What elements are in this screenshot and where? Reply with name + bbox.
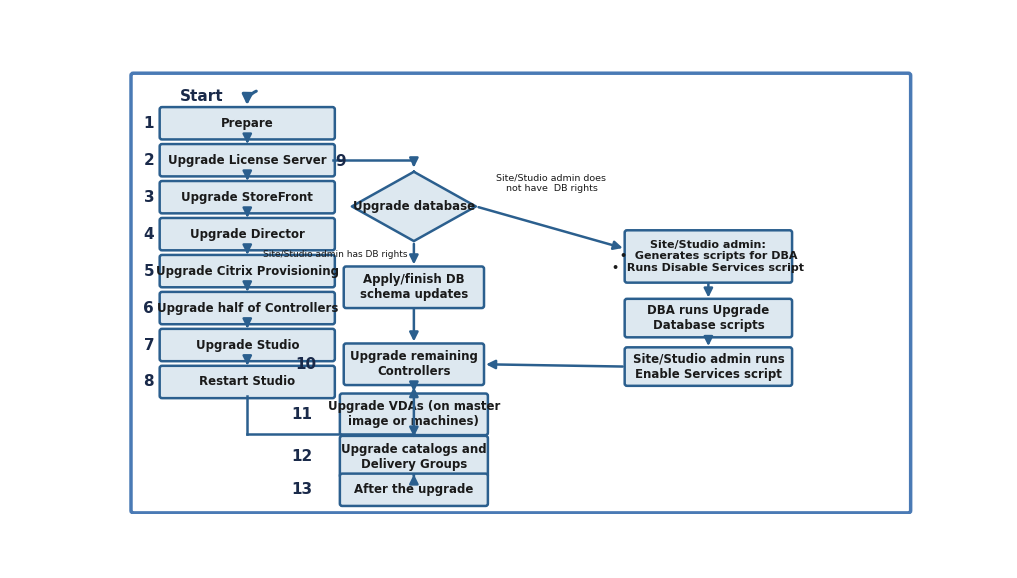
FancyBboxPatch shape [160,144,335,176]
FancyBboxPatch shape [624,230,792,283]
FancyBboxPatch shape [160,366,335,398]
Text: Upgrade half of Controllers: Upgrade half of Controllers [157,302,338,314]
Text: Apply/finish DB
schema updates: Apply/finish DB schema updates [360,273,468,301]
FancyBboxPatch shape [344,266,484,308]
Text: Upgrade catalogs and
Delivery Groups: Upgrade catalogs and Delivery Groups [341,443,487,470]
Text: Restart Studio: Restart Studio [199,376,295,388]
FancyBboxPatch shape [160,107,335,139]
Text: Site/Studio admin:
•  Generates scripts for DBA
•  Runs Disable Services script: Site/Studio admin: • Generates scripts f… [612,240,804,273]
Text: 11: 11 [292,407,313,422]
FancyBboxPatch shape [160,218,335,250]
FancyBboxPatch shape [624,299,792,338]
Text: Upgrade remaining
Controllers: Upgrade remaining Controllers [350,350,478,378]
Text: 12: 12 [292,449,313,464]
Text: 2: 2 [143,153,155,168]
Text: 4: 4 [143,227,155,242]
FancyBboxPatch shape [344,343,484,385]
FancyBboxPatch shape [131,73,910,513]
FancyBboxPatch shape [160,255,335,287]
Text: Start: Start [180,88,224,103]
Text: Site/Studio admin runs
Enable Services script: Site/Studio admin runs Enable Services s… [633,353,784,380]
Text: Upgrade database: Upgrade database [353,200,475,213]
Text: Upgrade Studio: Upgrade Studio [195,339,299,351]
Polygon shape [352,172,476,241]
Text: Upgrade License Server: Upgrade License Server [168,154,326,166]
FancyBboxPatch shape [160,181,335,213]
Text: 13: 13 [292,482,313,497]
FancyBboxPatch shape [340,394,488,435]
Text: 1: 1 [143,116,155,131]
Text: 5: 5 [143,264,155,279]
Text: 10: 10 [296,357,316,372]
Text: Site/Studio admin has DB rights: Site/Studio admin has DB rights [263,250,408,260]
Text: Upgrade StoreFront: Upgrade StoreFront [181,191,313,203]
Text: 7: 7 [143,338,155,353]
Text: DBA runs Upgrade
Database scripts: DBA runs Upgrade Database scripts [647,304,770,332]
Text: Site/Studio admin does
not have  DB rights: Site/Studio admin does not have DB right… [496,173,606,192]
FancyBboxPatch shape [160,292,335,324]
Text: Upgrade Citrix Provisioning: Upgrade Citrix Provisioning [156,265,339,277]
Text: After the upgrade: After the upgrade [354,483,474,497]
Text: 8: 8 [143,375,155,390]
Text: Prepare: Prepare [221,117,274,129]
Text: 3: 3 [143,190,155,205]
Text: 9: 9 [335,154,346,169]
FancyBboxPatch shape [160,329,335,361]
FancyBboxPatch shape [340,436,488,477]
Text: 6: 6 [143,301,155,316]
FancyBboxPatch shape [624,347,792,386]
FancyBboxPatch shape [340,473,488,506]
Text: Upgrade Director: Upgrade Director [190,228,305,240]
Text: Upgrade VDAs (on master
image or machines): Upgrade VDAs (on master image or machine… [327,401,500,428]
